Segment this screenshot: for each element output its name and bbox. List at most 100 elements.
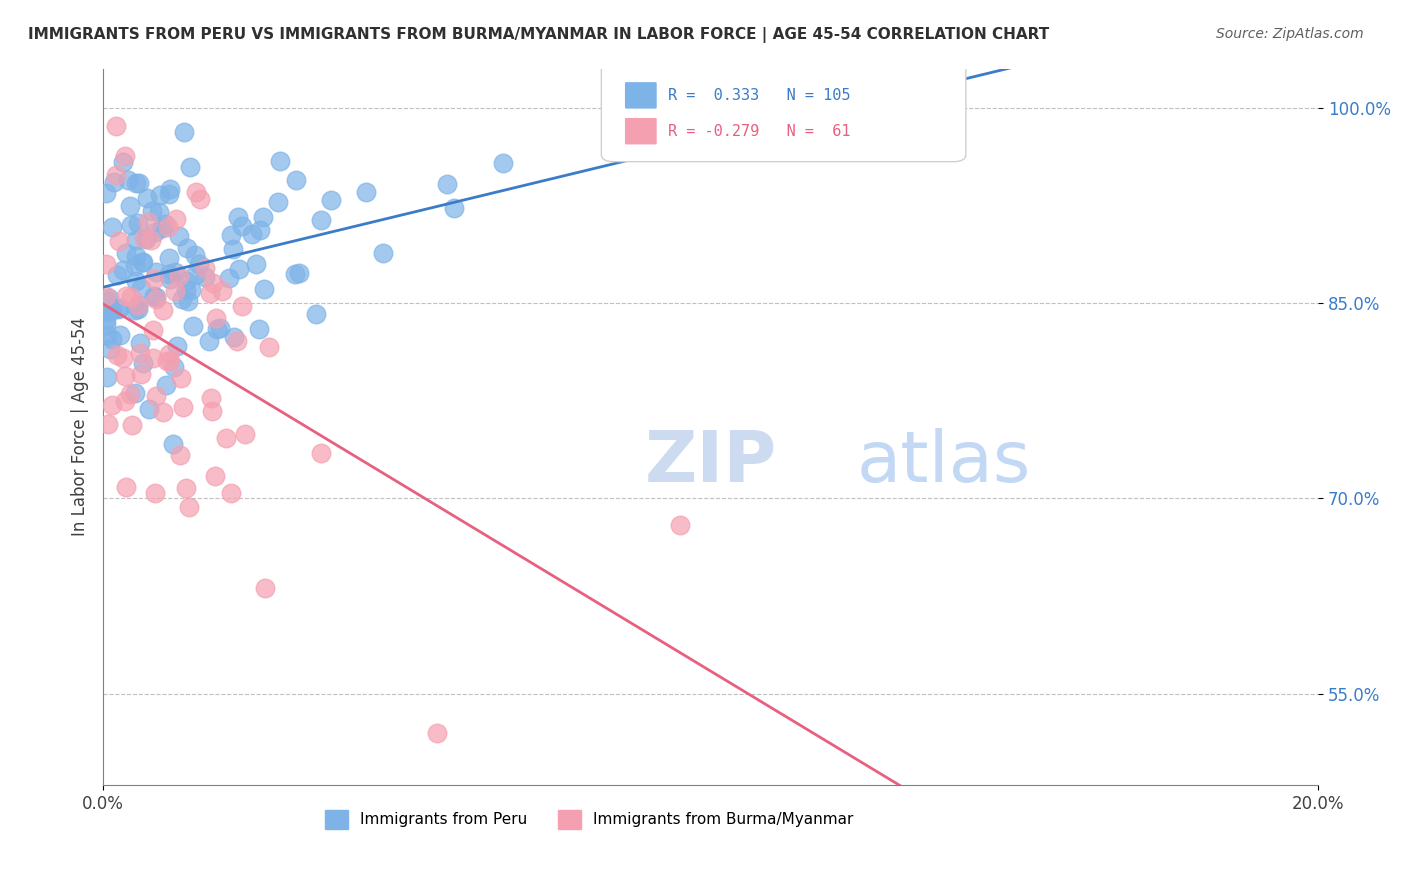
Point bbox=[128, 335, 150, 350]
Point bbox=[233, 427, 256, 442]
Point bbox=[211, 284, 233, 298]
Point bbox=[170, 370, 193, 384]
Point bbox=[188, 192, 211, 206]
Point bbox=[104, 120, 127, 134]
Point bbox=[145, 264, 167, 278]
Point bbox=[231, 219, 253, 233]
Point bbox=[124, 302, 146, 317]
Point bbox=[108, 301, 131, 316]
Point bbox=[269, 153, 291, 168]
Point bbox=[139, 233, 162, 247]
Point bbox=[96, 294, 118, 309]
Legend: Immigrants from Peru, Immigrants from Burma/Myanmar: Immigrants from Peru, Immigrants from Bu… bbox=[319, 804, 859, 835]
Point bbox=[115, 288, 138, 302]
Point bbox=[166, 339, 188, 353]
Text: R = -0.279   N =  61: R = -0.279 N = 61 bbox=[668, 124, 851, 139]
Text: atlas: atlas bbox=[856, 428, 1031, 497]
Point bbox=[165, 265, 187, 279]
Point bbox=[96, 327, 118, 342]
Point bbox=[128, 176, 150, 190]
Point bbox=[200, 391, 222, 405]
Point bbox=[197, 334, 219, 348]
Y-axis label: In Labor Force | Age 45-54: In Labor Force | Age 45-54 bbox=[72, 318, 89, 536]
Point bbox=[443, 201, 465, 215]
Point bbox=[101, 398, 124, 412]
Point bbox=[180, 283, 202, 297]
Point bbox=[112, 262, 135, 277]
Point bbox=[173, 125, 195, 139]
Point bbox=[125, 176, 148, 190]
Point bbox=[96, 186, 118, 201]
Point bbox=[157, 346, 180, 360]
Point bbox=[152, 404, 174, 418]
Point bbox=[112, 155, 135, 169]
Point bbox=[304, 308, 326, 322]
Point bbox=[426, 726, 449, 740]
Point bbox=[174, 274, 197, 288]
Point bbox=[127, 298, 149, 312]
Point bbox=[145, 389, 167, 403]
Point bbox=[152, 303, 174, 318]
Point bbox=[208, 320, 231, 334]
Point bbox=[148, 204, 170, 219]
Point bbox=[167, 269, 190, 284]
Point bbox=[176, 241, 198, 255]
Point bbox=[187, 257, 209, 271]
Point bbox=[128, 346, 150, 360]
Point bbox=[288, 266, 311, 280]
Point bbox=[127, 301, 149, 316]
Point bbox=[125, 233, 148, 247]
Point bbox=[259, 340, 281, 354]
FancyBboxPatch shape bbox=[626, 119, 657, 144]
Point bbox=[669, 517, 692, 532]
Point bbox=[98, 342, 121, 356]
Text: R =  0.333   N = 105: R = 0.333 N = 105 bbox=[668, 88, 851, 103]
Point bbox=[101, 220, 124, 235]
Point bbox=[115, 479, 138, 493]
Point bbox=[218, 271, 240, 285]
Point bbox=[117, 173, 139, 187]
Point bbox=[157, 252, 180, 266]
Point bbox=[165, 212, 187, 227]
Point bbox=[103, 175, 125, 189]
Point bbox=[245, 257, 267, 271]
Point bbox=[204, 310, 226, 325]
Point bbox=[156, 219, 179, 234]
Point bbox=[136, 191, 159, 205]
Point bbox=[145, 290, 167, 304]
Point bbox=[200, 286, 222, 301]
Point bbox=[96, 288, 118, 302]
Point bbox=[207, 322, 229, 336]
Point bbox=[104, 168, 127, 182]
Point bbox=[100, 332, 122, 346]
Point bbox=[114, 149, 136, 163]
Point bbox=[492, 156, 515, 170]
Point bbox=[167, 228, 190, 243]
FancyBboxPatch shape bbox=[602, 62, 966, 161]
Point bbox=[162, 437, 184, 451]
Point bbox=[100, 303, 122, 318]
Point bbox=[135, 232, 157, 246]
Point bbox=[226, 211, 249, 225]
Point bbox=[125, 274, 148, 288]
Point bbox=[228, 262, 250, 277]
Point bbox=[319, 193, 342, 207]
Point bbox=[284, 268, 307, 282]
Point bbox=[96, 257, 118, 271]
Point bbox=[114, 394, 136, 409]
Point bbox=[108, 328, 131, 343]
Point bbox=[267, 195, 290, 210]
Point bbox=[169, 448, 191, 462]
Point bbox=[124, 260, 146, 274]
Point bbox=[145, 292, 167, 306]
Point bbox=[132, 254, 155, 268]
Point bbox=[149, 187, 172, 202]
Point bbox=[114, 369, 136, 384]
Point bbox=[371, 246, 394, 260]
Point bbox=[183, 268, 205, 282]
Point bbox=[215, 432, 238, 446]
Point bbox=[142, 351, 165, 366]
Point bbox=[120, 290, 142, 304]
Point bbox=[309, 446, 332, 460]
Point bbox=[224, 330, 246, 344]
